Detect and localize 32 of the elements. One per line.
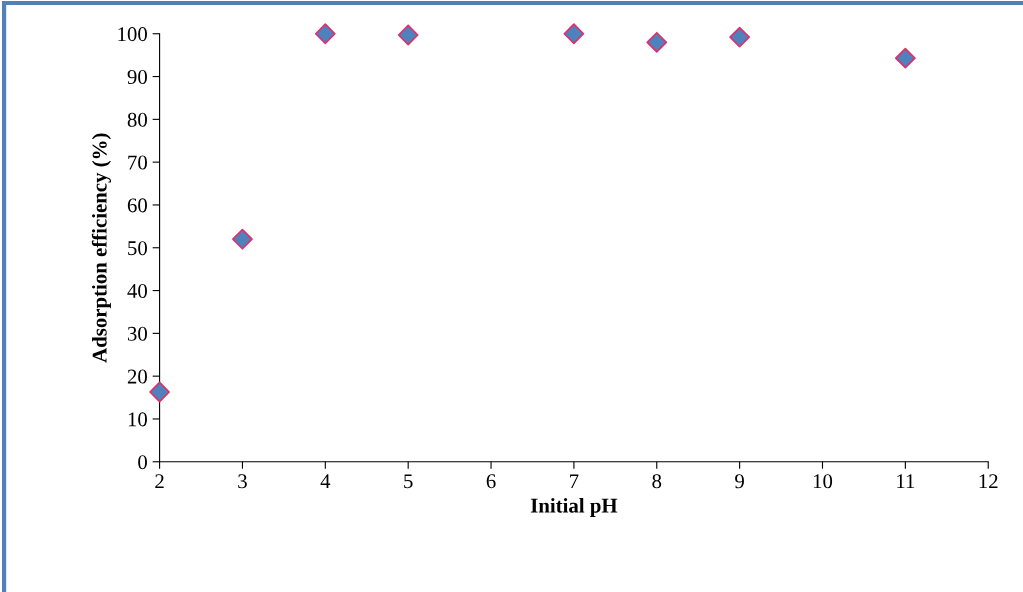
y-tick-label: 90 — [127, 69, 147, 84]
x-tick-label: 4 — [320, 474, 331, 489]
y-tick-label: 30 — [127, 326, 147, 341]
point — [314, 23, 336, 45]
y-tick-label: 50 — [128, 241, 147, 256]
point — [646, 31, 668, 53]
point — [894, 47, 916, 69]
y-tick-label: 70 — [128, 155, 147, 170]
point — [397, 24, 419, 46]
y-tick-label: 40 — [127, 283, 147, 298]
x-tick-label: 2 — [155, 474, 164, 489]
x-tick-label: 10 — [813, 474, 833, 489]
x-tick-label: 6 — [486, 474, 496, 489]
x-axis-title: Initial pH — [530, 498, 618, 517]
x-tick-label: 5 — [404, 474, 413, 489]
point — [149, 381, 170, 403]
y-tick-label: 80 — [127, 112, 147, 127]
x-tick-label: 3 — [238, 474, 247, 489]
x-tick-label: 11 — [897, 474, 915, 489]
point — [729, 26, 751, 48]
point — [563, 23, 585, 45]
y-tick-label: 20 — [127, 369, 147, 384]
x-tick-label: 8 — [652, 474, 662, 489]
y-tick-label: 60 — [127, 198, 147, 213]
x-tick-label: 12 — [979, 474, 998, 489]
point — [232, 228, 253, 250]
x-tick-label: 7 — [570, 474, 579, 489]
y-tick-label: 100 — [118, 27, 147, 42]
y-tick-label: 10 — [128, 412, 147, 427]
y-axis-title: Adsorption efficiency (%) — [91, 133, 111, 363]
y-tick-label: 0 — [138, 455, 147, 470]
x-tick-label: 9 — [735, 474, 744, 489]
